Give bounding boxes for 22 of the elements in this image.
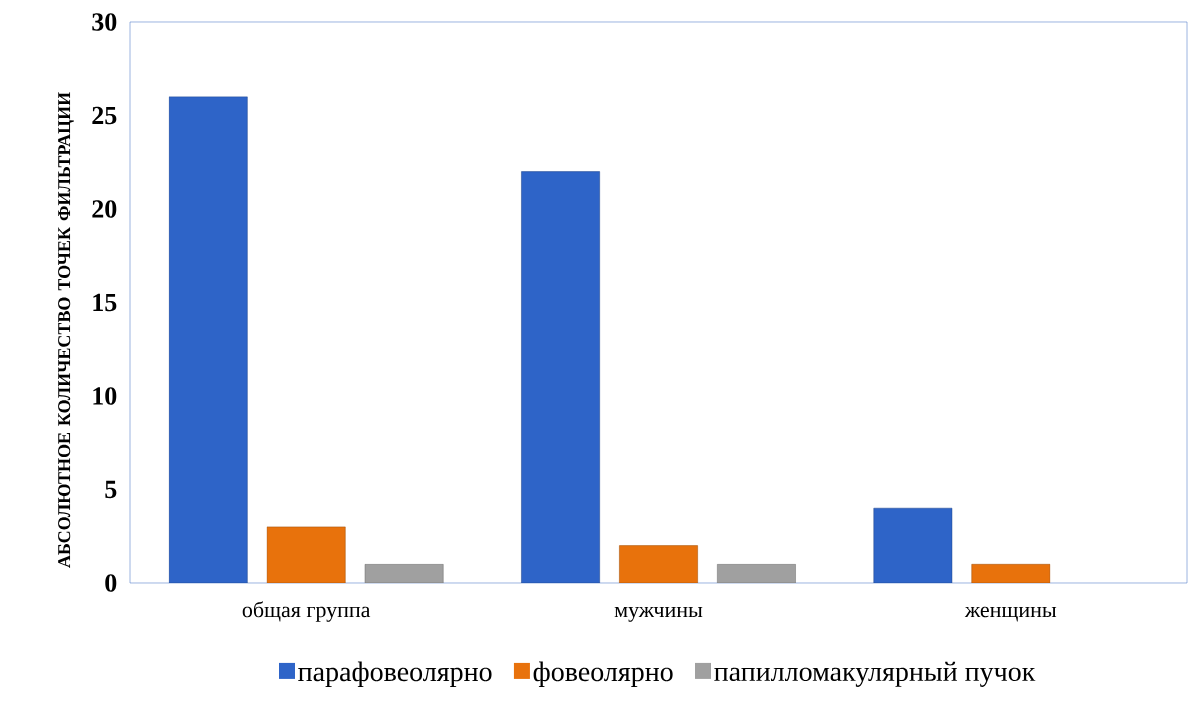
- x-tick-label: женщины: [964, 606, 1057, 622]
- y-axis-title: АБСОЛЮТНОЕ КОЛИЧЕСТВО ТОЧЕК ФИЛЬТРАЦИИ: [58, 92, 74, 568]
- bar: [521, 171, 600, 583]
- bar: [619, 545, 698, 583]
- legend-label: парафовеолярно: [298, 661, 492, 687]
- y-tick-label: 30: [92, 13, 117, 31]
- y-tick-label: 20: [92, 200, 117, 218]
- y-tick-label: 15: [93, 293, 117, 312]
- bar: [873, 507, 953, 583]
- bar: [266, 526, 346, 583]
- legend-label: фовеолярно: [533, 661, 673, 687]
- legend-label: папилломакулярный пучок: [714, 661, 1036, 687]
- x-tick-label: общая группа: [242, 601, 371, 622]
- bar: [717, 564, 796, 583]
- bar: [168, 96, 248, 583]
- y-tick-label: 25: [92, 106, 117, 125]
- y-tick-label: 10: [93, 387, 117, 405]
- bar: [971, 564, 1051, 583]
- x-tick-label: мужчины: [614, 606, 703, 622]
- y-tick-label: 5: [105, 480, 117, 499]
- y-tick-label: 0: [105, 574, 117, 592]
- bar: [364, 564, 444, 583]
